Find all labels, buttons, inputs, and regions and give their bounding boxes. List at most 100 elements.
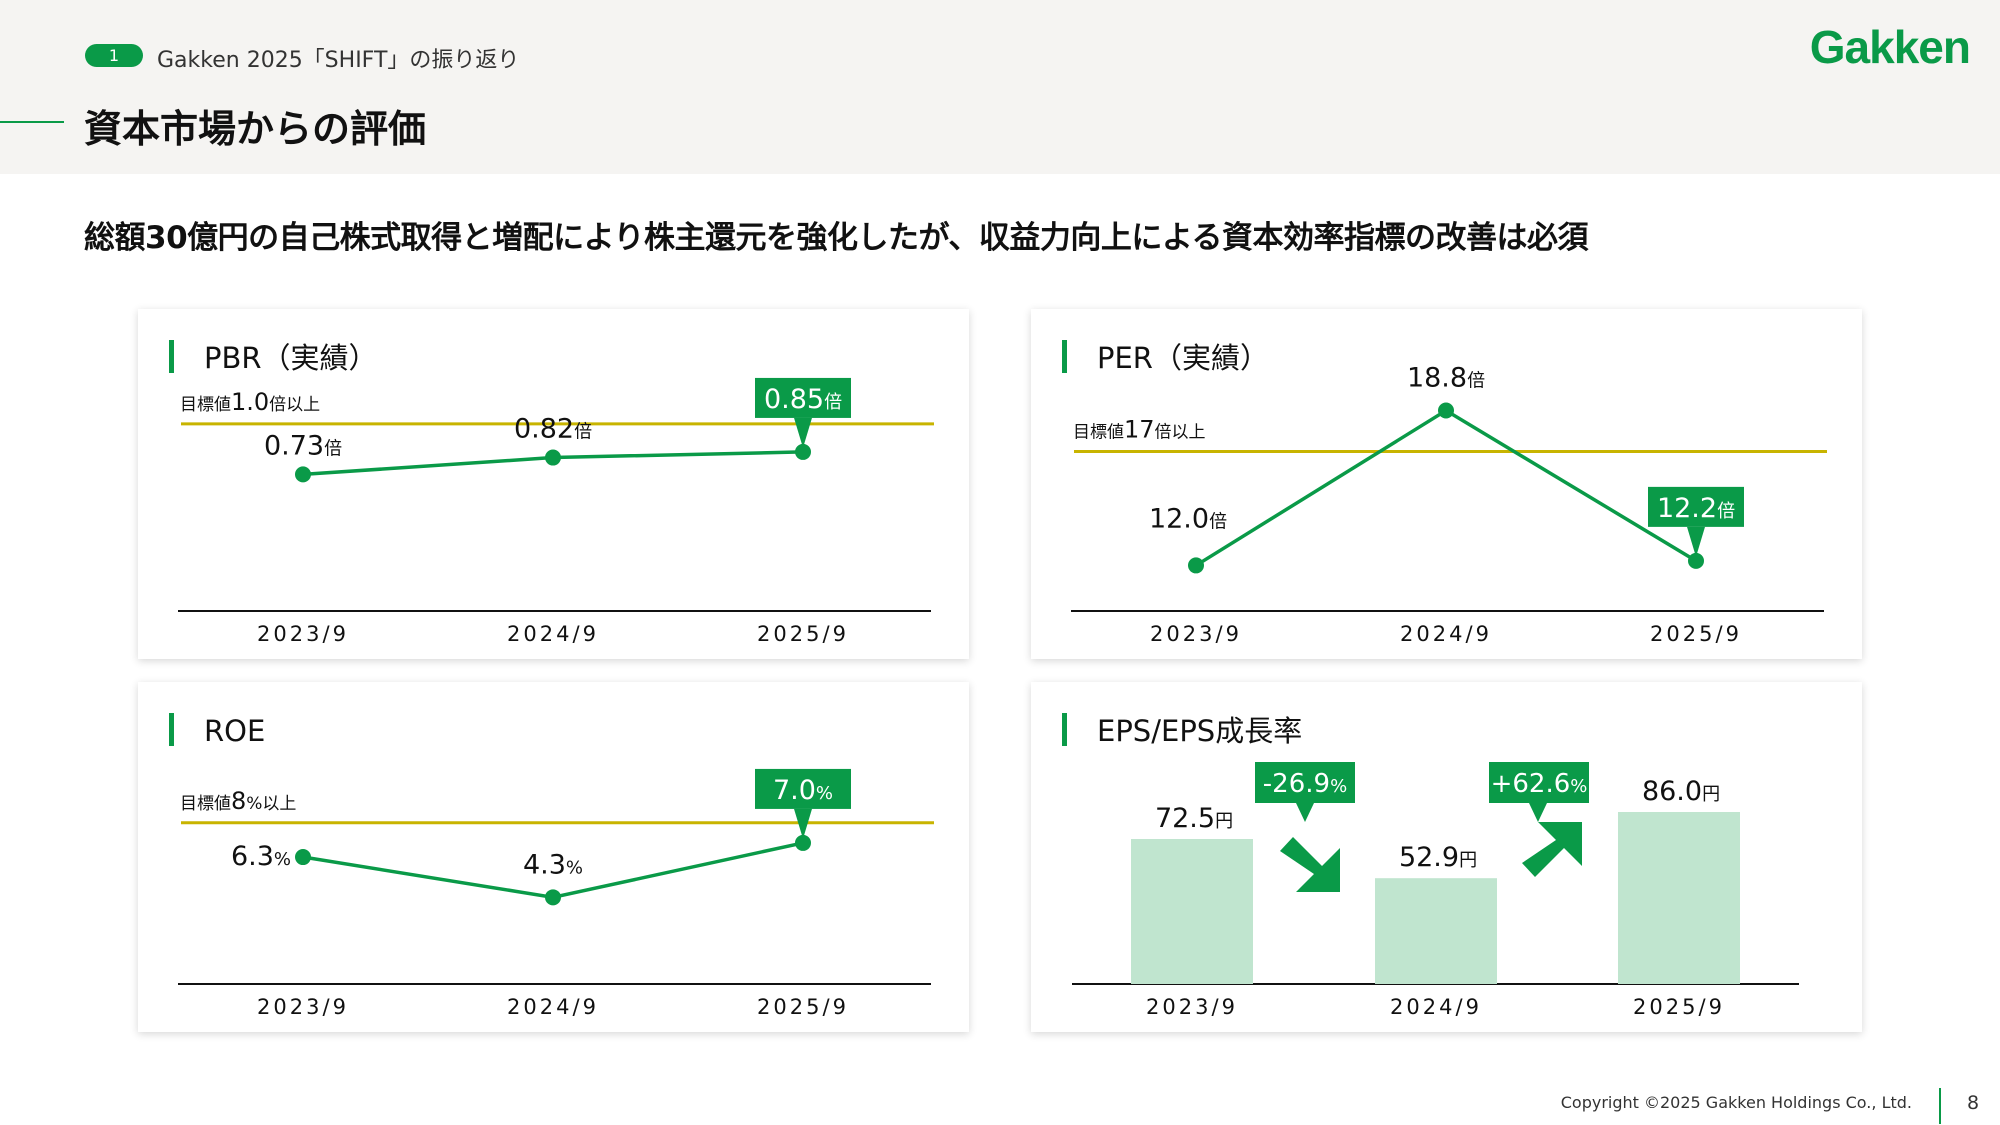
highlight-callout bbox=[755, 768, 851, 809]
x-tick-label: 2025/9 bbox=[1633, 995, 1725, 1019]
data-point bbox=[1188, 557, 1204, 574]
highlight-callout bbox=[755, 377, 851, 418]
data-unit: 倍 bbox=[1467, 371, 1485, 392]
x-tick-label: 2024/9 bbox=[507, 995, 599, 1019]
bar-value: 72.5 bbox=[1155, 803, 1215, 834]
data-label: 0.85倍 bbox=[764, 384, 842, 415]
growth-value: -26.9 bbox=[1263, 769, 1330, 799]
bar-label: 86.0円 bbox=[1642, 776, 1720, 807]
pbr-card: PBR（実績） 2023/9 2024/9 2025/9 目標値1.0倍以上 0.73倍 0… bbox=[138, 309, 969, 659]
pbr-chart: PBR（実績）2023/9 2024/9 2025/9目標値1.0倍以上0.73倍0… bbox=[169, 340, 934, 646]
callout-pointer bbox=[794, 808, 812, 839]
chart-title: PBR（実績） bbox=[204, 341, 378, 375]
data-value: 0.73 bbox=[264, 430, 324, 461]
data-label: 4.3% bbox=[523, 849, 583, 880]
target-suffix: %以上 bbox=[246, 794, 296, 814]
eps-card: EPS/EPS成長率 2023/9 2024/9 2025/9 72.5円 52.9円 86… bbox=[1031, 682, 1862, 1032]
x-tick-label: 2023/9 bbox=[1150, 622, 1242, 646]
highlight-callout bbox=[1648, 486, 1744, 527]
target-suffix: 倍以上 bbox=[1155, 423, 1206, 443]
data-label: 12.0倍 bbox=[1149, 503, 1227, 534]
header: 1 Gakken 2025「SHIFT」の振り返り 資本市場からの評価 Gakk… bbox=[0, 0, 2000, 174]
bar-label: 72.5円 bbox=[1155, 803, 1233, 834]
data-label: 7.0% bbox=[773, 775, 833, 806]
title-accent-bar bbox=[169, 340, 174, 373]
series-line bbox=[1195, 408, 1697, 567]
growth-callout bbox=[1489, 762, 1589, 803]
bar-value: 86.0 bbox=[1642, 776, 1702, 807]
bar-unit: 円 bbox=[1459, 850, 1477, 871]
growth-callout bbox=[1255, 762, 1355, 803]
target-prefix: 目標値 bbox=[1073, 423, 1124, 443]
x-tick-label: 2024/9 bbox=[1390, 995, 1482, 1019]
arrow-down-right-icon bbox=[1280, 837, 1340, 892]
data-point bbox=[1438, 402, 1454, 419]
data-value: 12.0 bbox=[1149, 503, 1209, 534]
target-suffix: 倍以上 bbox=[269, 395, 320, 415]
data-unit: 倍 bbox=[324, 438, 342, 459]
x-tick-label: 2023/9 bbox=[257, 995, 349, 1019]
roe-card: ROE 2023/9 2024/9 2025/9 目標値8%以上 6.3% 4.3% 7.0% bbox=[138, 682, 969, 1032]
title-accent-line bbox=[0, 121, 64, 123]
page-title: 資本市場からの評価 bbox=[84, 107, 427, 151]
arrow-up-right-icon bbox=[1522, 822, 1582, 877]
target-value: 17 bbox=[1124, 416, 1155, 444]
growth-unit: % bbox=[1330, 776, 1347, 797]
data-label: 6.3% bbox=[231, 841, 291, 872]
title-accent-bar bbox=[169, 713, 174, 746]
target-label: 目標値8%以上 bbox=[180, 787, 296, 815]
data-point bbox=[795, 834, 811, 851]
gakken-logo: Gakken bbox=[1809, 21, 1971, 73]
page-number: 8 bbox=[1967, 1092, 1980, 1114]
data-label: 0.82倍 bbox=[514, 414, 592, 445]
x-tick-label: 2024/9 bbox=[507, 622, 599, 646]
data-point bbox=[1688, 552, 1704, 569]
title-accent-bar bbox=[1062, 713, 1067, 746]
x-tick-label: 2024/9 bbox=[1400, 622, 1492, 646]
data-value: 0.82 bbox=[514, 414, 574, 445]
data-label: 0.73倍 bbox=[264, 430, 342, 461]
x-tick-label: 2023/9 bbox=[1146, 995, 1238, 1019]
chart-title: EPS/EPS成長率 bbox=[1097, 714, 1302, 748]
data-unit: 倍 bbox=[574, 422, 592, 443]
section-badge: 1 bbox=[85, 44, 143, 67]
data-point bbox=[295, 849, 311, 866]
title-accent-bar bbox=[1062, 340, 1067, 373]
bar bbox=[1618, 812, 1740, 984]
data-value: 0.85 bbox=[764, 384, 824, 415]
target-label: 目標値1.0倍以上 bbox=[180, 388, 320, 416]
bar bbox=[1375, 878, 1497, 984]
data-point bbox=[795, 443, 811, 460]
growth-label: -26.9% bbox=[1263, 769, 1347, 799]
data-value: 4.3 bbox=[523, 849, 566, 880]
target-value: 8 bbox=[231, 787, 246, 815]
per-chart: PER（実績）2023/9 2024/9 2025/9目標値17倍以上12.0倍18… bbox=[1062, 340, 1827, 646]
target-prefix: 目標値 bbox=[180, 395, 231, 415]
footer-divider bbox=[1939, 1088, 1941, 1124]
data-value: 18.8 bbox=[1407, 363, 1467, 394]
target-label: 目標値17倍以上 bbox=[1073, 416, 1206, 444]
headline: 総額30億円の自己株式取得と増配により株主還元を強化したが、収益力向上による資本… bbox=[84, 220, 1588, 256]
data-value: 7.0 bbox=[773, 775, 816, 806]
bar bbox=[1131, 839, 1253, 984]
growth-unit: % bbox=[1570, 776, 1587, 797]
callout-pointer bbox=[1687, 526, 1705, 557]
data-unit: 倍 bbox=[1209, 511, 1227, 532]
x-tick-label: 2025/9 bbox=[757, 622, 849, 646]
data-unit: % bbox=[816, 783, 833, 804]
chart-title: PER（実績） bbox=[1097, 341, 1269, 375]
growth-label: +62.6% bbox=[1491, 769, 1588, 799]
growth-value: +62.6 bbox=[1491, 769, 1571, 799]
copyright: Copyright ©2025 Gakken Holdings Co., Ltd… bbox=[1560, 1093, 1912, 1112]
callout-pointer bbox=[1529, 803, 1547, 822]
data-unit: 倍 bbox=[1717, 501, 1735, 522]
data-point bbox=[545, 449, 561, 466]
data-value: 6.3 bbox=[231, 841, 274, 872]
callout-pointer bbox=[1296, 803, 1314, 822]
data-value: 12.2 bbox=[1657, 493, 1717, 524]
callout-pointer bbox=[794, 417, 812, 448]
target-value: 1.0 bbox=[231, 388, 269, 416]
data-unit: % bbox=[274, 849, 291, 870]
